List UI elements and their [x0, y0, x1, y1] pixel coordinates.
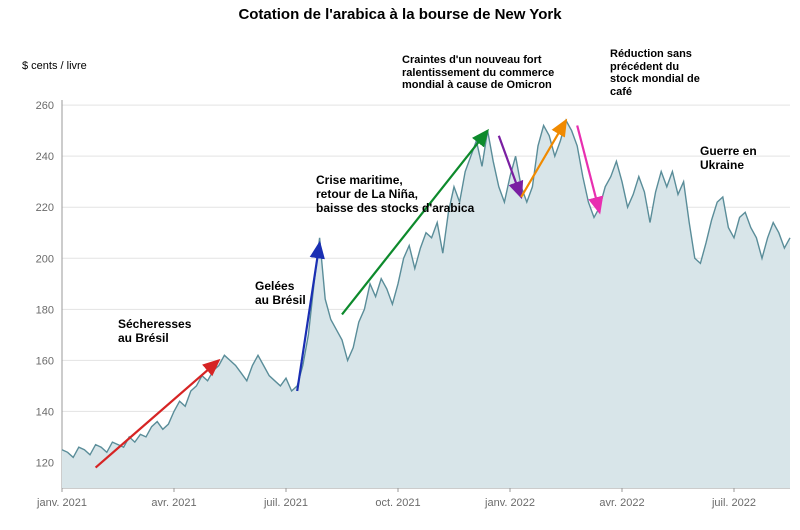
annotation-label: Gelées au Brésil	[255, 280, 306, 308]
annotation-label: Réduction sans précédent du stock mondia…	[610, 48, 700, 99]
chart-title: Cotation de l'arabica à la bourse de New…	[0, 6, 800, 23]
x-tick-label: janv. 2021	[36, 497, 87, 509]
y-tick-label: 120	[36, 457, 54, 469]
chart-container: Cotation de l'arabica à la bourse de New…	[0, 0, 800, 530]
annotation-label: Craintes d'un nouveau fort ralentissemen…	[402, 54, 554, 92]
annotation-label: Guerre en Ukraine	[700, 145, 757, 173]
y-tick-label: 220	[36, 202, 54, 214]
y-axis-unit: $ cents / livre	[22, 60, 87, 72]
x-tick-label: juil. 2022	[711, 497, 756, 509]
y-tick-label: 140	[36, 406, 54, 418]
y-tick-label: 240	[36, 151, 54, 163]
x-tick-label: janv. 2022	[484, 497, 535, 509]
y-tick-label: 180	[36, 304, 54, 316]
annotation-label: Crise maritime, retour de La Niña, baiss…	[316, 174, 474, 215]
x-tick-label: avr. 2022	[599, 497, 644, 509]
x-tick-label: avr. 2021	[151, 497, 196, 509]
y-tick-label: 200	[36, 253, 54, 265]
y-tick-label: 260	[36, 100, 54, 112]
x-tick-label: juil. 2021	[263, 497, 308, 509]
annotation-label: Sécheresses au Brésil	[118, 318, 191, 346]
x-tick-label: oct. 2021	[375, 497, 420, 509]
y-tick-label: 160	[36, 355, 54, 367]
